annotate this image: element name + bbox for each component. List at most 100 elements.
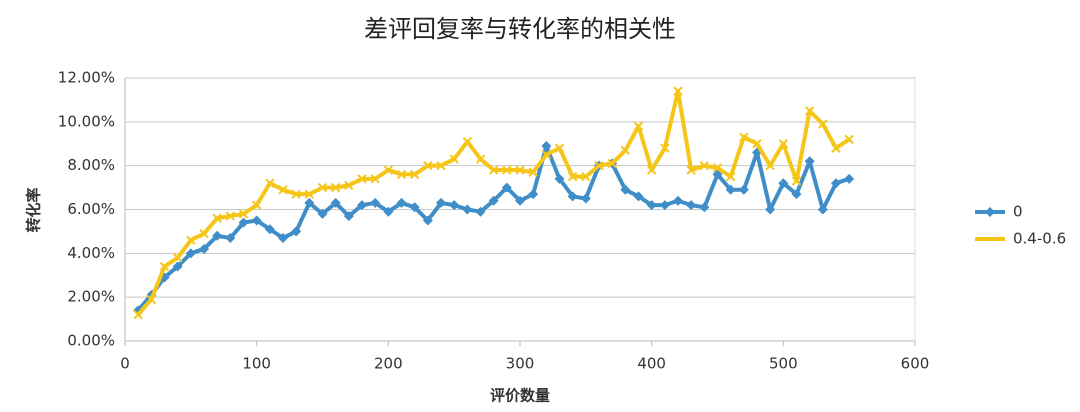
point [212, 213, 222, 223]
x-tick-label: 400 [637, 355, 666, 373]
point [686, 165, 696, 175]
point [185, 248, 196, 259]
point [725, 171, 736, 182]
point [567, 191, 578, 202]
point [238, 217, 249, 228]
x-tick-label: 100 [242, 355, 271, 373]
point [659, 200, 670, 211]
point [633, 191, 644, 202]
point [396, 197, 407, 208]
point [712, 169, 723, 180]
point [673, 195, 683, 206]
point [212, 230, 223, 241]
point [541, 140, 552, 151]
point [133, 309, 143, 320]
point [172, 261, 183, 272]
point [304, 197, 315, 208]
point [831, 143, 841, 153]
point [528, 167, 538, 177]
point [396, 169, 407, 180]
point [225, 232, 236, 243]
point [330, 182, 341, 193]
point [528, 189, 539, 200]
point [172, 253, 183, 263]
point [673, 86, 683, 96]
y-tick-label: 4.00% [67, 244, 115, 262]
point [317, 182, 328, 193]
point [581, 171, 591, 182]
point [594, 160, 604, 171]
point [502, 165, 512, 175]
point [501, 182, 512, 193]
point [409, 202, 420, 213]
point [278, 232, 288, 243]
point [818, 119, 828, 129]
point [225, 211, 236, 221]
point [462, 136, 473, 147]
point [344, 180, 354, 191]
legend-label: 0.4-0.6 [1013, 230, 1066, 248]
point [791, 176, 802, 186]
point [699, 160, 710, 171]
point [739, 132, 749, 142]
point [660, 143, 670, 153]
point [159, 261, 170, 272]
point [423, 160, 433, 171]
legend-marker [985, 207, 995, 217]
point [515, 165, 525, 175]
legend-label: 0 [1013, 203, 1023, 221]
point [357, 174, 367, 184]
point [554, 173, 565, 184]
point [844, 173, 855, 184]
x-tick-label: 500 [769, 355, 798, 373]
point [357, 200, 367, 211]
point [567, 171, 578, 182]
point [633, 121, 644, 131]
y-tick-label: 2.00% [67, 288, 115, 306]
point [291, 226, 302, 237]
y-tick-label: 0.00% [67, 332, 115, 350]
point [199, 228, 209, 239]
point [712, 163, 723, 173]
point [646, 200, 657, 211]
point [409, 169, 420, 180]
x-tick-label: 200 [374, 355, 403, 373]
point [580, 193, 591, 204]
point [383, 206, 394, 217]
point [554, 143, 565, 153]
point [436, 160, 446, 171]
point [831, 178, 841, 189]
point [291, 189, 301, 199]
point [436, 197, 446, 208]
point [778, 178, 789, 189]
point [449, 154, 459, 164]
x-tick-label: 300 [506, 355, 535, 373]
y-tick-label: 8.00% [67, 156, 115, 174]
chart-title: 差评回复率与转化率的相关性 [364, 15, 676, 43]
point [251, 215, 262, 226]
point [370, 174, 380, 184]
y-tick-label: 12.00% [58, 69, 115, 87]
point [804, 156, 815, 167]
point [462, 204, 473, 215]
y-tick-label: 10.00% [58, 112, 115, 130]
x-tick-label: 0 [120, 355, 130, 373]
point [475, 154, 486, 164]
point [330, 197, 341, 208]
point [765, 160, 775, 171]
point [488, 165, 499, 175]
point [607, 158, 617, 169]
point [686, 200, 697, 211]
point [317, 208, 328, 219]
y-tick-label: 6.00% [67, 200, 115, 218]
point [765, 204, 776, 215]
point [251, 200, 262, 210]
point [383, 165, 394, 175]
point [541, 150, 552, 160]
point [620, 184, 631, 195]
point [817, 204, 828, 215]
point [844, 134, 854, 145]
point [422, 215, 433, 226]
point [804, 106, 815, 116]
